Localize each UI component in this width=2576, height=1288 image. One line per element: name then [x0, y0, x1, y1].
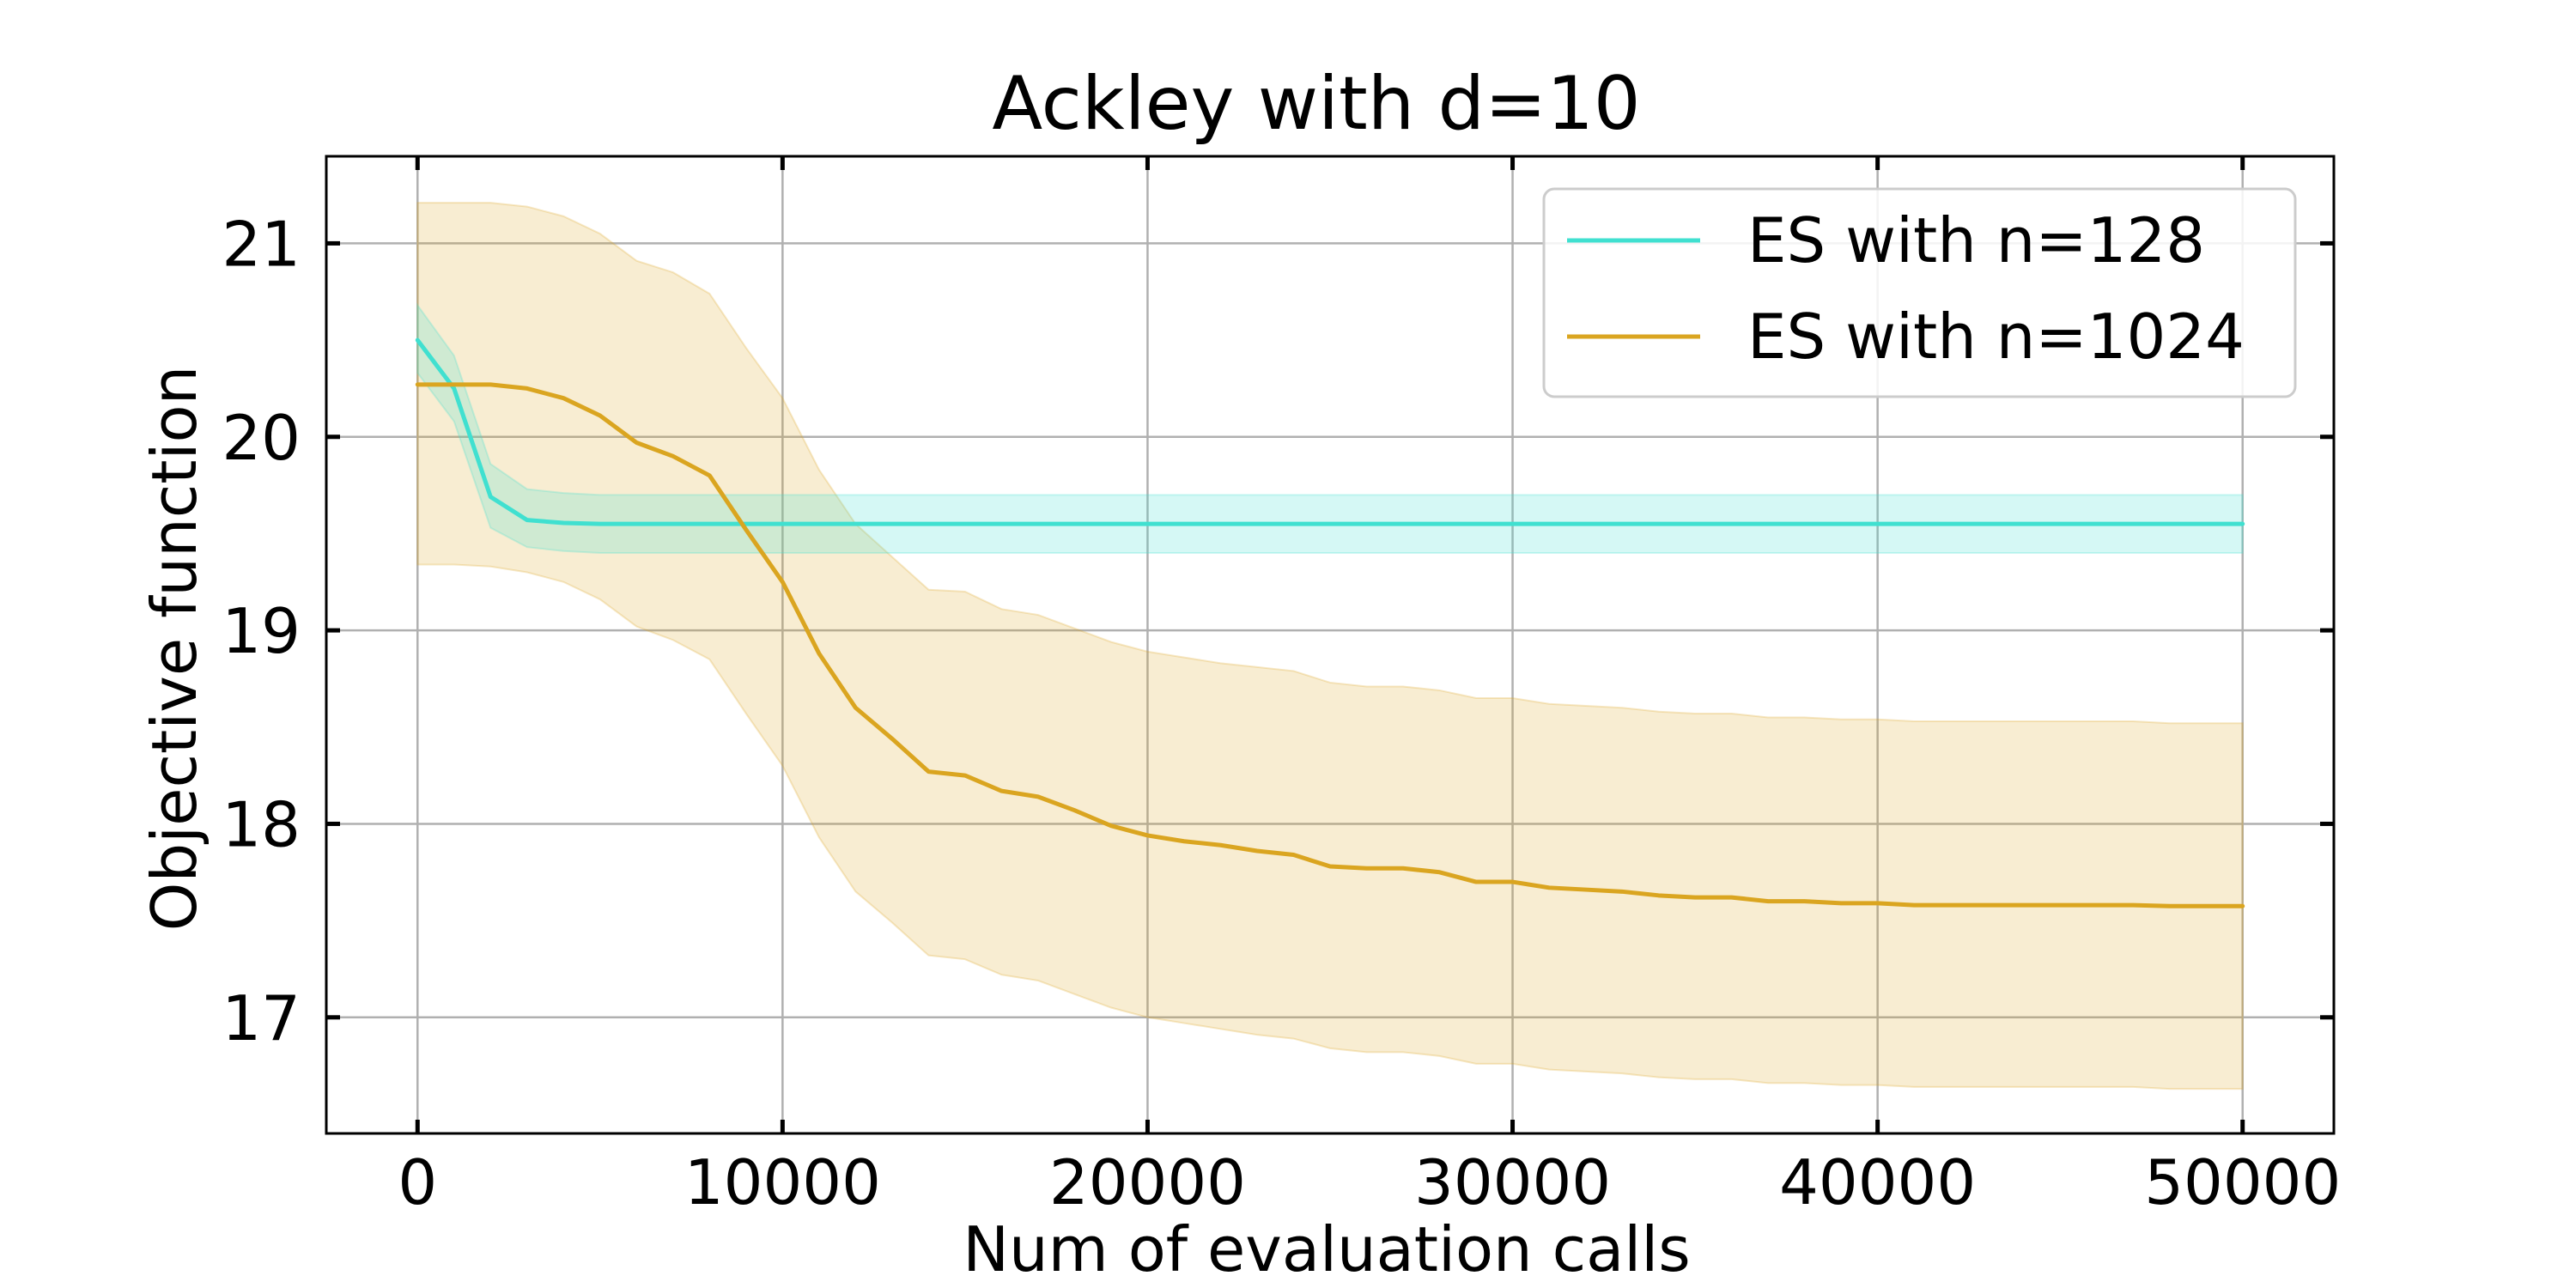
line-es-n1024 — [415, 382, 2245, 908]
legend-label-es-n1024: ES with n=1024 — [1747, 301, 2245, 373]
line-es-n128 — [415, 337, 2245, 526]
x-tick-label: 0 — [398, 1146, 437, 1218]
x-tick-label: 50000 — [2144, 1146, 2341, 1218]
y-tick-label: 20 — [222, 402, 301, 474]
y-tick-label: 19 — [222, 595, 301, 667]
y-tick-label: 18 — [222, 788, 301, 860]
x-tick-label: 20000 — [1049, 1146, 1246, 1218]
y-tick-label: 17 — [222, 982, 301, 1054]
legend: ES with n=128 ES with n=1024 — [1542, 187, 2297, 398]
x-tick-labels: 0 10000 20000 30000 40000 50000 — [398, 1146, 2341, 1218]
y-axis-title: Objective function — [138, 366, 210, 931]
plot-frame — [325, 155, 2336, 1135]
y-tick-labels: 17 18 19 20 21 — [222, 208, 301, 1054]
y-tick-label: 21 — [222, 208, 301, 280]
x-tick-label: 40000 — [1779, 1146, 1976, 1218]
chart-title: Ackley with d=10 — [992, 61, 1640, 147]
x-tick-label: 30000 — [1414, 1146, 1611, 1218]
band-es-n128 — [416, 302, 2244, 554]
x-tick-label: 10000 — [684, 1146, 881, 1218]
series-lines — [415, 337, 2245, 908]
x-axis-title: Num of evaluation calls — [963, 1213, 1691, 1285]
legend-label-es-n128: ES with n=128 — [1747, 204, 2205, 276]
axis-ticks — [326, 156, 2334, 1133]
band-es-n1024 — [416, 202, 2244, 1091]
confidence-bands — [416, 202, 2244, 1091]
legend-box — [1542, 187, 2297, 398]
